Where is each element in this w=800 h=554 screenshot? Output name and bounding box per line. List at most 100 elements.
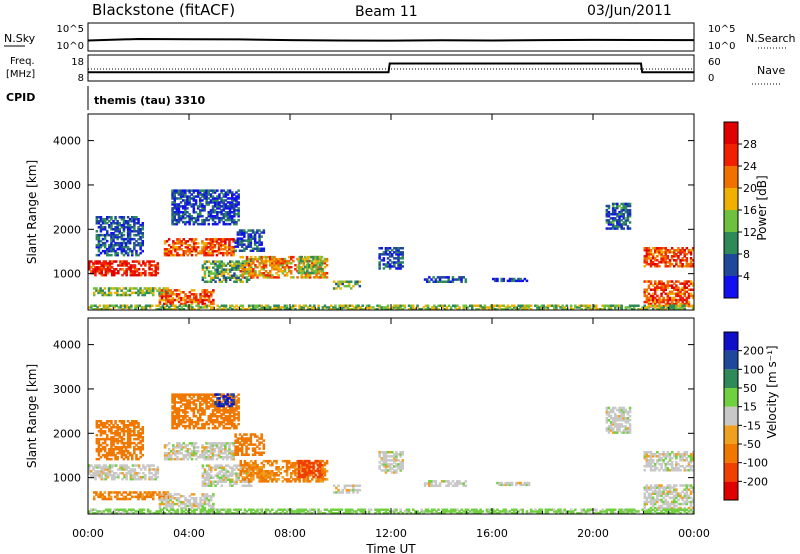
data-cell [177,207,181,210]
data-cell [114,218,117,221]
data-cell [303,271,307,275]
data-cell [174,457,177,461]
data-cell [287,466,291,469]
data-cell [165,498,168,502]
data-cell [237,215,240,218]
data-cell [182,238,185,241]
data-cell [97,457,101,461]
data-cell [249,229,253,232]
data-cell [310,263,313,267]
data-cell [205,478,209,481]
data-cell [207,280,211,283]
data-cell [100,477,103,481]
data-cell [232,442,235,445]
data-cell [664,265,667,268]
data-cell [156,266,160,269]
data-cell [137,472,141,475]
data-cell [250,466,253,469]
data-cell [192,248,196,251]
data-cell [122,497,125,501]
data-cell [152,474,155,477]
data-cell [194,407,198,410]
data-cell [656,255,659,258]
data-cell [175,424,179,428]
data-cell [182,216,185,220]
data-cell [101,222,105,225]
data-cell [277,474,280,477]
data-cell [222,205,225,208]
data-cell [171,405,174,408]
data-cell [167,253,171,257]
data-cell [173,213,176,216]
freq-right-tick-top: 60 [708,57,721,68]
data-cell [203,426,206,430]
data-cell [205,294,209,298]
data-cell [199,497,202,500]
data-cell [169,293,172,296]
data-cell [660,284,663,287]
data-cell [258,472,261,475]
data-cell [139,491,142,494]
data-cell [96,466,99,469]
data-cell [114,426,117,429]
data-cell [311,262,314,265]
data-cell [275,466,278,469]
data-cell [104,268,108,271]
data-cell [230,238,233,241]
data-cell [108,266,112,269]
data-cell [147,289,151,292]
data-cell [95,237,99,241]
data-cell [125,475,128,479]
data-cell [88,262,91,265]
data-cell [492,308,495,311]
data-cell [184,193,187,196]
data-cell [252,268,255,271]
data-cell [251,229,255,232]
data-cell [310,265,313,269]
data-cell [203,209,206,212]
data-cell [195,500,198,504]
data-cell [98,464,101,467]
data-cell [107,497,111,501]
data-cell [681,292,684,296]
data-cell [689,257,693,260]
data-cell [275,266,278,269]
data-cell [299,259,303,263]
data-cell [647,298,651,302]
data-cell [464,304,468,307]
data-cell [228,409,232,412]
data-cell [262,247,266,250]
data-cell [357,306,360,309]
data-cell [177,211,181,214]
data-cell [211,403,215,406]
data-cell [148,268,151,271]
data-cell [391,249,394,252]
data-cell [106,422,109,425]
data-cell [283,306,287,309]
data-cell [210,306,213,309]
data-cell [210,308,213,311]
data-cell [135,495,138,499]
data-cell [292,466,295,469]
data-cell [210,294,213,298]
data-cell [620,219,623,222]
data-cell [203,276,207,279]
data-cell [124,426,128,429]
data-cell [212,298,215,302]
data-cell [271,266,274,269]
cpid-label: CPID [6,91,35,104]
data-cell [125,264,128,267]
data-cell [279,472,282,475]
data-cell [222,476,226,479]
data-cell [310,255,313,259]
data-cell [658,251,661,254]
data-cell [614,225,617,228]
data-cell [103,447,107,451]
data-cell [643,255,646,258]
data-cell [222,272,226,275]
data-cell [308,474,312,477]
y-tick-label: 1000 [53,268,81,281]
data-cell [243,441,246,444]
data-cell [618,217,621,220]
data-cell [108,224,111,227]
